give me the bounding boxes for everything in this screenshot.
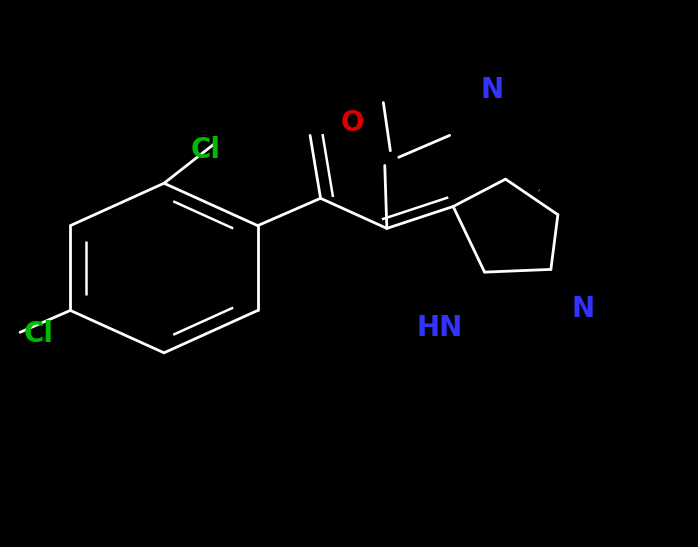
Text: O: O [341,109,364,137]
Text: Cl: Cl [191,136,221,165]
Text: Cl: Cl [24,319,53,348]
Text: N: N [480,76,504,104]
Text: HN: HN [417,314,463,342]
Text: N: N [571,295,595,323]
